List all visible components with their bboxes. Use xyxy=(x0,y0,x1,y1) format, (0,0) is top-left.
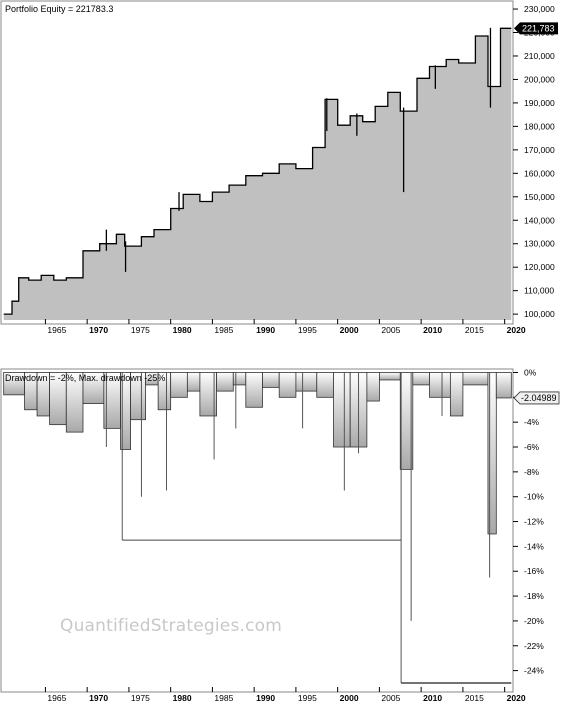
drawdown-bar xyxy=(399,372,414,470)
drawdown-y-tick-label: -18% xyxy=(524,591,544,601)
equity-x-tick-label: 2020 xyxy=(507,325,526,335)
equity-y-tick-label: 170,000 xyxy=(524,145,555,155)
equity-y-tick-label: 110,000 xyxy=(524,286,554,296)
equity-x-tick-label: 1980 xyxy=(173,325,192,335)
equity-y-tick-label: 180,000 xyxy=(524,121,555,131)
drawdown-y-tick-label: -20% xyxy=(524,616,544,626)
drawdown-x-tick-label: 1995 xyxy=(298,693,317,703)
portfolio-equity-chart: 100,000 110,000 120,000 130,000 140,000 150,0… xyxy=(0,0,558,335)
drawdown-bar xyxy=(232,372,247,386)
drawdown-x-tick-label: 2005 xyxy=(381,693,400,703)
drawdown-bar xyxy=(186,372,201,392)
drawdown-y-tick-label: -14% xyxy=(524,541,544,551)
equity-x-tick-label: 1965 xyxy=(47,325,66,335)
drawdown-y-tick-label: -8% xyxy=(524,467,540,477)
equity-line xyxy=(3,27,512,315)
drawdown-bar xyxy=(412,372,430,386)
drawdown-y-tick-label: -16% xyxy=(524,566,544,576)
drawdown-bar xyxy=(245,372,263,408)
drawdown-bar xyxy=(295,372,318,392)
drawdown-bar xyxy=(379,372,401,381)
equity-area xyxy=(3,28,512,321)
drawdown-y-tick-label: -10% xyxy=(524,492,544,502)
drawdown-x-tick-label: 1985 xyxy=(214,693,233,703)
drawdown-bar xyxy=(170,372,188,398)
drawdown-current-label: -2.04989 xyxy=(521,393,557,403)
equity-y-tick-label: 200,000 xyxy=(524,74,555,84)
equity-y-tick-label: 130,000 xyxy=(524,239,555,249)
drawdown-y-tick-label: -22% xyxy=(524,641,544,651)
drawdown-x-tick-label: 2020 xyxy=(507,693,526,703)
equity-x-tick-label: 2015 xyxy=(465,325,484,335)
drawdown-bar xyxy=(216,372,234,392)
drawdown-x-tick-label: 1990 xyxy=(256,693,275,703)
equity-x-tick-label: 1995 xyxy=(298,325,317,335)
equity-y-tick-label: 210,000 xyxy=(524,51,555,61)
equity-y-tick-label: 150,000 xyxy=(524,192,555,202)
drawdown-bar xyxy=(449,372,464,417)
equity-current-value-marker: 221,783 xyxy=(514,22,558,35)
drawdown-bar xyxy=(316,372,334,398)
drawdown-y-tick-label: 0% xyxy=(524,368,537,377)
drawdown-x-tick-label: 2015 xyxy=(465,693,484,703)
drawdown-bar xyxy=(429,372,451,398)
drawdown-bar xyxy=(278,372,297,398)
equity-x-tick-label: 2005 xyxy=(381,325,400,335)
drawdown-chart: 0%-2%-4%-6%-8%-10%-12%-14%-16%-18%-20%-2… xyxy=(0,368,560,703)
drawdown-x-tick-label: 2000 xyxy=(340,693,359,703)
equity-y-tick-label: 190,000 xyxy=(524,98,555,108)
drawdown-bar xyxy=(462,372,489,386)
equity-x-tick-label: 1990 xyxy=(256,325,275,335)
drawdown-y-tick-label: -12% xyxy=(524,517,544,527)
equity-x-tick-label: 1985 xyxy=(214,325,233,335)
equity-current-label: 221,783 xyxy=(522,23,555,33)
drawdown-y-tick-label: -24% xyxy=(524,666,544,676)
drawdown-bar xyxy=(333,372,351,448)
equity-y-tick-label: 120,000 xyxy=(524,262,555,272)
equity-y-tick-label: 100,000 xyxy=(524,309,555,319)
drawdown-x-tick-label: 1980 xyxy=(173,693,192,703)
drawdown-y-tick-label: -6% xyxy=(524,442,540,452)
equity-x-tick-label: 1970 xyxy=(89,325,108,335)
drawdown-current-value-marker: -2.04989 xyxy=(513,391,560,405)
drawdown-title: Drawdown = -2%, Max. drawdown -25% xyxy=(5,373,165,383)
drawdown-bar xyxy=(487,372,497,535)
drawdown-x-tick-label: 2010 xyxy=(423,693,442,703)
drawdown-bar xyxy=(366,372,380,402)
equity-title: Portfolio Equity = 221783.3 xyxy=(5,4,113,14)
drawdown-y-tick-label: -4% xyxy=(524,417,540,427)
drawdown-x-tick-label: 1970 xyxy=(89,693,108,703)
equity-x-tick-label: 1975 xyxy=(131,325,150,335)
drawdown-plot-frame xyxy=(0,368,514,693)
drawdown-x-tick-label: 1965 xyxy=(47,693,66,703)
drawdown-bar xyxy=(262,372,280,388)
drawdown-bar xyxy=(495,372,512,399)
equity-x-tick-label: 2010 xyxy=(423,325,442,335)
equity-y-tick-label: 160,000 xyxy=(524,168,555,178)
equity-x-tick-label: 2000 xyxy=(340,325,359,335)
equity-y-tick-label: 140,000 xyxy=(524,215,555,225)
equity-y-tick-label: 230,000 xyxy=(524,4,555,14)
drawdown-bar xyxy=(199,372,217,417)
watermark: QuantifiedStrategies.com xyxy=(60,616,283,636)
drawdown-x-tick-label: 1975 xyxy=(131,693,150,703)
